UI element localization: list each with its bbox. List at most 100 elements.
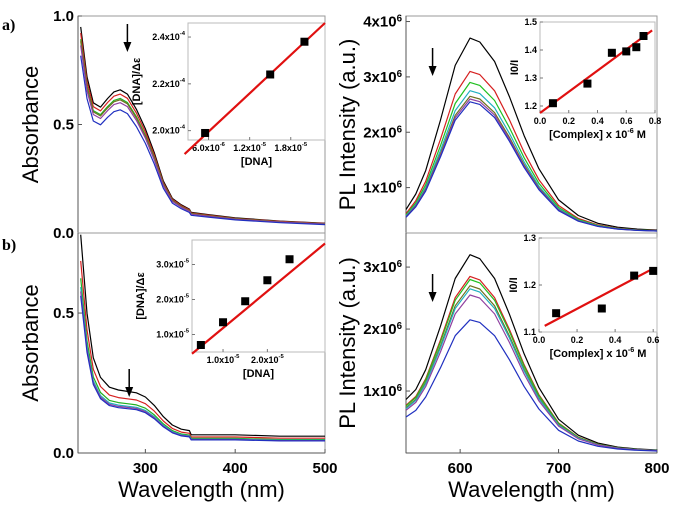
inset-x-tick-label: 2.0x10-5 xyxy=(251,354,284,365)
y-tick-label: 2x106 xyxy=(363,124,402,141)
inset-y-label: [DNA]/Δε xyxy=(131,57,143,105)
y-tick-label: 3x106 xyxy=(363,69,402,86)
inset-x-tick-label: 0.8 xyxy=(649,116,662,126)
inset-x-label: [Complex] x 10-6 M xyxy=(549,127,646,141)
panel-label-a: a) xyxy=(2,17,15,34)
y-tick-label: 0.0 xyxy=(53,225,74,242)
inset-data-point xyxy=(607,48,616,57)
inset-data-point xyxy=(196,341,205,349)
inset-x-label-unit: M xyxy=(634,348,646,360)
arrow-head-icon xyxy=(123,42,132,52)
series-line-s7 xyxy=(405,101,658,232)
chart-b-pl: 1x106 2x106 3x106 600 700 800 Wavelength (nm) P… xyxy=(335,232,670,502)
x-tick-label: 600 xyxy=(448,460,473,477)
exponent: 6 xyxy=(397,180,403,191)
inset-x-tick-label: 0.2 xyxy=(571,335,584,345)
inset-x-tick-label: 1.8x10-5 xyxy=(274,142,307,153)
exponent: -4 xyxy=(180,31,186,37)
exponent: -6 xyxy=(220,142,226,148)
inset-y-tick-label: 1.2 xyxy=(524,101,537,111)
inset-b-pl: 1.1 1.2 1.3 0.0 0.2 0.4 0.6[Complex] x 10-6 M I… xyxy=(508,233,659,360)
inset-y-tick-label: 1.3 xyxy=(524,73,537,83)
y-tick-label: 0.5 xyxy=(53,305,74,322)
inset-frame xyxy=(191,239,326,353)
inset-x-label: [DNA] xyxy=(241,156,272,168)
exponent: -5 xyxy=(302,142,308,148)
inset-data-point xyxy=(300,37,309,46)
inset-x-label: [DNA] xyxy=(243,368,274,380)
y-tick-label: 1.0 xyxy=(53,8,74,25)
inset-data-point xyxy=(263,276,272,285)
inset-x-tick-label: 1.0x10-5 xyxy=(207,354,240,365)
y-axis-label: PL Intensity (a.u.) xyxy=(335,39,360,211)
inset-y-tick-label: 1.0x10-5 xyxy=(156,329,189,340)
y-axis-label: Absorbance xyxy=(18,66,43,183)
exponent: 6 xyxy=(397,69,403,80)
inset-y-tick-label: 1.1 xyxy=(523,327,536,337)
y-tick-label: 4x106 xyxy=(363,14,402,31)
x-tick-label: 400 xyxy=(223,460,248,477)
y-tick-label: 3x106 xyxy=(363,259,402,276)
series-line-s6 xyxy=(405,294,658,452)
inset-x-label: [Complex] x 10-6 M xyxy=(550,346,647,360)
inset-data-point xyxy=(552,309,561,318)
series-line-s6 xyxy=(80,295,325,442)
exponent: 6 xyxy=(397,124,403,135)
series-line-s1 xyxy=(405,254,658,451)
exponent: -5 xyxy=(184,329,190,335)
inset-data-point xyxy=(285,255,294,264)
exponent: -4 xyxy=(180,125,186,131)
y-tick-label: 0.0 xyxy=(53,445,74,462)
y-axis-label: PL Intensity (a.u.) xyxy=(335,257,360,429)
x-tick-label: 800 xyxy=(644,460,669,477)
inset-data-point xyxy=(241,297,250,306)
inset-data-point xyxy=(583,79,592,88)
inset-y-label: I0/I xyxy=(509,60,521,75)
y-tick-label: 2x106 xyxy=(363,321,402,338)
series-line-s3 xyxy=(80,278,325,441)
inset-y-label: [DNA]/Δε xyxy=(135,272,147,320)
x-axis-label: Wavelength (nm) xyxy=(448,477,615,502)
chart-b-abs: 0.0 0.5 300 400 500 Wavelength (nm) Absorbance… xyxy=(18,232,338,502)
inset-x-tick-label: 0.4 xyxy=(591,116,604,126)
exponent: -5 xyxy=(184,259,190,265)
inset-x-tick-label: 0.4 xyxy=(609,335,622,345)
inset-a-pl: 1.2 1.3 1.4 1.5 0.0 0.2 0.4 0.6 0.8[Complex] x 1… xyxy=(509,17,661,141)
x-tick-label: 500 xyxy=(312,460,337,477)
inset-x-tick-label: 0.0 xyxy=(533,335,546,345)
inset-y-tick-label: 1.5 xyxy=(524,17,537,27)
inset-y-tick-label: 2.0x10-5 xyxy=(156,294,189,305)
inset-x-tick-label: 1.2x10-5 xyxy=(233,142,266,153)
inset-b-abs: 1.0x10-5 2.0x10-5 3.0x10-5 1.0x10-5 2.0x10-5… xyxy=(135,239,326,380)
series-line-s7 xyxy=(405,319,658,452)
exponent: -6 xyxy=(627,127,633,135)
inset-data-point xyxy=(639,32,648,40)
inset-data-point xyxy=(630,271,639,280)
series-line-s6 xyxy=(80,55,326,226)
y-axis-label: Absorbance xyxy=(18,284,43,401)
exponent: -6 xyxy=(628,346,634,354)
inset-y-tick-label: 1.4 xyxy=(524,45,537,55)
inset-y-tick-label: 2.2x10-4 xyxy=(152,78,185,89)
exponent: -5 xyxy=(234,354,240,360)
inset-y-tick-label: 2.0x10-4 xyxy=(152,125,185,136)
inset-y-label: I0/I xyxy=(508,277,520,292)
inset-x-tick-label: 6.0x10-6 xyxy=(192,142,225,153)
inset-data-point xyxy=(548,99,557,108)
arrow-head-icon xyxy=(428,292,437,302)
chart-a-abs: 0.0 0.5 1.0 Absorbance 2.0x10-4 2.2x10-4 2.4x1… xyxy=(18,8,326,242)
x-tick-label: 300 xyxy=(133,460,158,477)
inset-data-point xyxy=(201,128,210,137)
inset-data-point xyxy=(649,266,658,275)
inset-data-point xyxy=(597,304,606,313)
inset-y-tick-label: 1.3 xyxy=(523,233,536,243)
exponent: 6 xyxy=(397,383,403,394)
exponent: 6 xyxy=(397,259,403,270)
inset-a-abs: 2.0x10-4 2.2x10-4 2.4x10-4 6.0x10-6 1.2x10-5… xyxy=(131,22,326,168)
y-tick-label: 0.5 xyxy=(53,117,74,134)
inset-y-tick-label: 1.2 xyxy=(523,280,536,290)
inset-frame xyxy=(538,237,658,333)
exponent: -5 xyxy=(184,294,190,300)
